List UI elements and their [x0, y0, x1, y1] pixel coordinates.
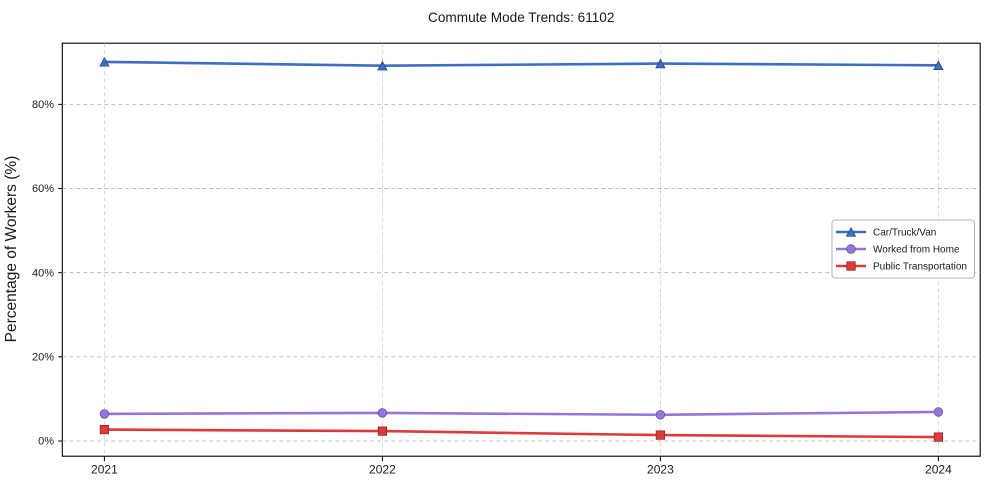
svg-text:40%: 40% — [32, 267, 54, 279]
svg-text:2024: 2024 — [925, 463, 952, 477]
svg-text:Public Transportation: Public Transportation — [873, 262, 967, 273]
svg-text:2023: 2023 — [647, 463, 674, 477]
svg-text:60%: 60% — [32, 183, 54, 195]
svg-text:Car/Truck/Van: Car/Truck/Van — [873, 228, 936, 239]
svg-text:2021: 2021 — [91, 463, 118, 477]
svg-text:0%: 0% — [38, 436, 54, 448]
svg-text:20%: 20% — [32, 352, 54, 364]
svg-text:Worked from Home: Worked from Home — [873, 245, 960, 256]
svg-text:2022: 2022 — [369, 463, 396, 477]
svg-text:80%: 80% — [32, 99, 54, 111]
